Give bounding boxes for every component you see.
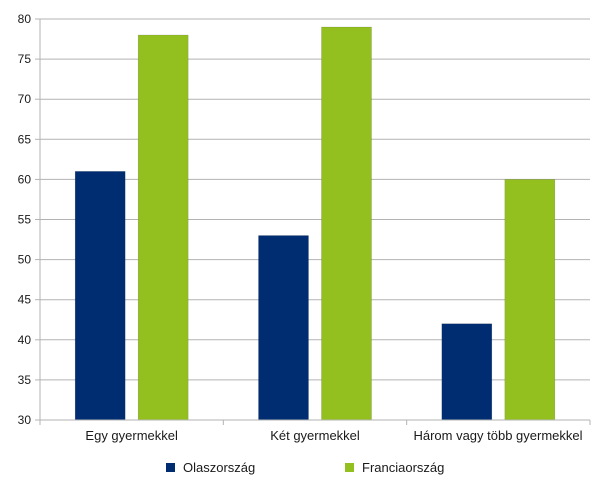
y-tick-label: 80 [18,12,32,26]
legend-label: Franciaország [362,460,444,475]
y-tick-label: 40 [18,333,32,347]
legend-label: Olaszország [183,460,255,475]
y-axis-ticks: 30 35 40 45 50 55 60 65 70 75 80 [18,12,40,427]
y-tick-label: 35 [18,373,32,387]
bar-series1-cat2 [258,235,309,421]
y-tick-label: 55 [18,213,32,227]
bar-series1-cat3 [441,323,493,421]
legend-swatch [345,463,354,472]
legend: Olaszország Franciaország [166,460,444,475]
axes [39,19,591,425]
bars [74,26,556,421]
y-tick-label: 70 [18,92,32,106]
bar-series2-cat1 [137,34,189,421]
legend-swatch [166,463,175,472]
bar-series2-cat2 [321,26,372,421]
x-axis-categories: Egy gyermekkel Két gyermekkel Három vagy t… [85,428,582,443]
y-tick-label: 50 [18,253,32,267]
y-tick-label: 65 [18,132,32,146]
x-category-label: Két gyermekkel [270,428,360,443]
y-tick-label: 30 [18,413,32,427]
x-category-label: Egy gyermekkel [85,428,178,443]
bar-series2-cat3 [504,179,556,421]
y-tick-label: 75 [18,52,32,66]
bar-series1-cat1 [74,171,126,421]
y-tick-label: 60 [18,172,32,186]
gridlines [40,18,590,421]
x-category-label: Három vagy több gyermekkel [413,428,582,443]
y-tick-label: 45 [18,293,32,307]
